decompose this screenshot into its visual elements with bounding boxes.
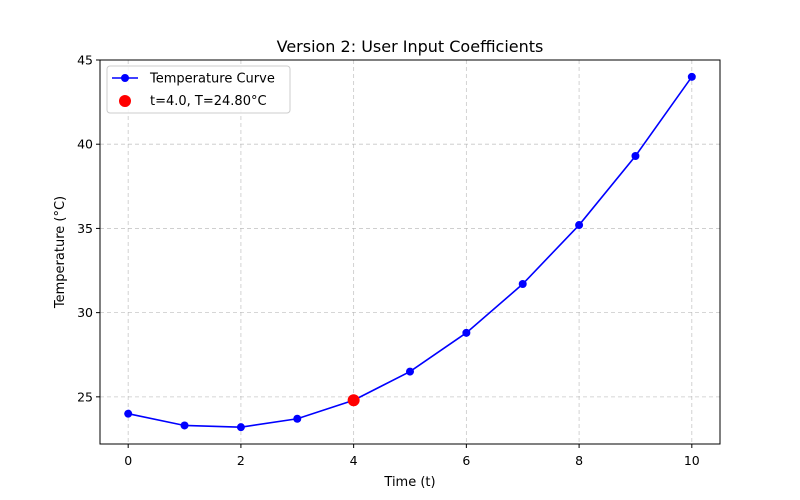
data-point — [236, 423, 245, 432]
data-point — [462, 328, 471, 337]
x-axis-label: Time (t) — [383, 475, 435, 490]
data-point — [631, 152, 640, 160]
y-axis-label: Temperature (°C) — [53, 196, 68, 309]
x-tick-label: 2 — [237, 453, 245, 468]
data-point — [575, 221, 584, 230]
y-tick-label: 25 — [77, 389, 93, 404]
x-tick-label: 4 — [350, 453, 358, 468]
x-tick-label: 0 — [124, 453, 132, 468]
x-tick-label: 8 — [575, 453, 583, 468]
x-tick-label: 10 — [684, 453, 700, 468]
y-tick-label: 30 — [77, 305, 93, 320]
y-tick-label: 35 — [77, 221, 93, 236]
data-point — [180, 421, 189, 430]
legend-marker-swatch — [121, 74, 129, 82]
data-point — [406, 367, 414, 376]
series-layer — [124, 72, 696, 432]
x-tick-label: 6 — [462, 453, 470, 468]
legend-label-series: Temperature Curve — [149, 72, 275, 87]
axis-ticks: 0 2 4 6 8 10 25 30 35 40 45 — [77, 53, 700, 469]
legend-highlight-swatch — [119, 95, 131, 107]
highlight-point — [347, 394, 360, 407]
grid-lines — [100, 59, 720, 444]
y-tick-label: 45 — [77, 53, 93, 68]
data-point — [293, 414, 302, 423]
plot-area — [99, 59, 721, 445]
y-tick-label: 40 — [77, 137, 93, 152]
legend-label-highlight: t=4.0, T=24.80°C — [150, 94, 267, 109]
legend-box — [106, 65, 291, 114]
data-point — [687, 72, 696, 81]
legend: Temperature Curve t=4.0, T=24.80°C — [106, 65, 291, 114]
data-point — [518, 280, 527, 288]
data-point — [124, 409, 133, 418]
chart-title: Version 2: User Input Coefficients — [277, 37, 544, 56]
